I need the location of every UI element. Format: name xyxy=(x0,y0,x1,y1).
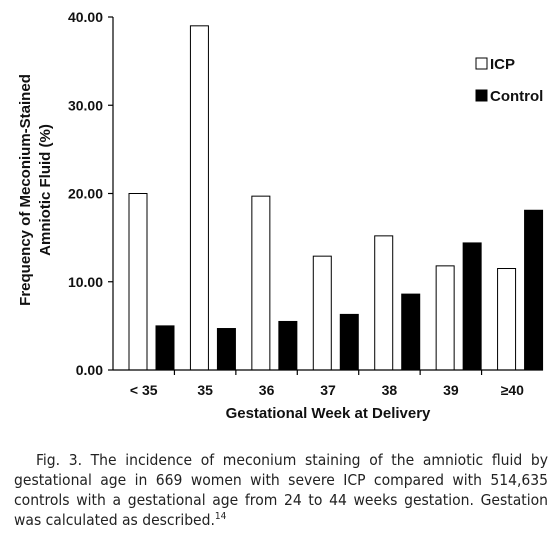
y-axis-label-line2: Amniotic Fluid (%) xyxy=(37,124,54,256)
bars xyxy=(128,25,544,371)
bar-icp-6 xyxy=(497,268,517,371)
y-tick-label: 40.00 xyxy=(68,9,103,25)
bar-control-3 xyxy=(339,313,359,371)
legend: ICP Control xyxy=(475,56,543,105)
x-tick-label: 36 xyxy=(259,382,275,398)
x-tick-label: 35 xyxy=(197,382,213,398)
caption-text: Fig. 3. The incidence of meconium staini… xyxy=(14,451,548,529)
y-axis-label-line1: Frequency of Meconium-Stained xyxy=(17,74,34,306)
bar-control-2 xyxy=(278,320,298,371)
bar-icp-0 xyxy=(128,193,148,371)
legend-label-icp: ICP xyxy=(490,56,515,73)
legend-swatch-control xyxy=(475,89,488,102)
bar-icp-1 xyxy=(189,25,209,371)
y-tick-label: 20.00 xyxy=(68,186,103,202)
x-tick-label: 39 xyxy=(443,382,459,398)
bar-icp-3 xyxy=(312,255,332,371)
y-tick-label: 0.00 xyxy=(76,362,103,378)
legend-swatch-icp xyxy=(475,57,488,70)
y-tick-label: 10.00 xyxy=(68,274,103,290)
bar-icp-4 xyxy=(374,235,394,371)
x-tick-label: 38 xyxy=(382,382,398,398)
bar-control-6 xyxy=(524,209,544,371)
x-axis-ticks: < 35 35 36 37 38 39 ≥40 xyxy=(130,370,524,398)
bar-icp-2 xyxy=(251,195,271,371)
bar-icp-5 xyxy=(435,265,455,371)
bar-control-0 xyxy=(155,325,175,371)
x-tick-label: < 35 xyxy=(130,382,158,398)
caption-reference: 14 xyxy=(214,510,227,522)
x-axis-label: Gestational Week at Delivery xyxy=(226,405,431,422)
x-tick-label: ≥40 xyxy=(501,382,524,398)
y-axis-ticks: 0.00 10.00 20.00 30.00 40.00 xyxy=(68,9,113,378)
bar-control-1 xyxy=(216,328,236,371)
bar-control-5 xyxy=(462,242,482,371)
y-tick-label: 30.00 xyxy=(68,97,103,113)
legend-label-control: Control xyxy=(490,88,543,105)
bar-control-4 xyxy=(401,293,421,371)
bar-chart: Frequency of Meconium-Stained Amniotic F… xyxy=(17,9,544,422)
x-tick-label: 37 xyxy=(320,382,336,398)
figure-caption: Fig. 3. The incidence of meconium staini… xyxy=(14,450,548,530)
y-axis-label: Frequency of Meconium-Stained Amniotic F… xyxy=(17,74,54,306)
